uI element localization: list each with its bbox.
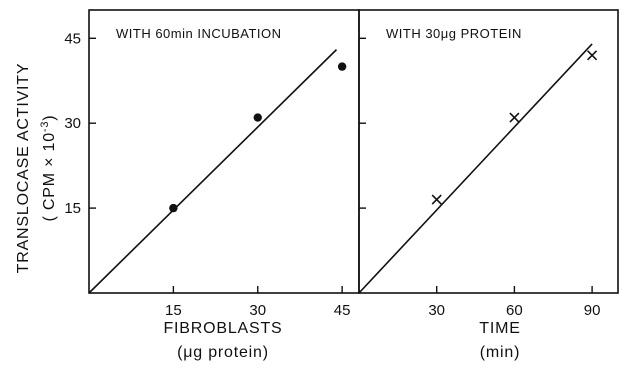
right-x-tick-label: 30 bbox=[428, 302, 445, 319]
right-x-tick-label: 90 bbox=[584, 302, 601, 319]
y-tick-label: 15 bbox=[64, 200, 81, 217]
right-x-axis-label-line1: TIME bbox=[479, 320, 520, 337]
left-x-ticks: 15 30 45 bbox=[165, 286, 350, 319]
left-panel-title: WITH 60min INCUBATION bbox=[116, 26, 282, 41]
left-x-tick-label: 15 bbox=[165, 302, 182, 319]
y-axis-label-line1: TRANSLOCASE ACTIVITY bbox=[15, 63, 32, 274]
right-panel-frame bbox=[358, 9, 619, 294]
left-data-point-2 bbox=[253, 113, 262, 122]
right-data-point-1 bbox=[431, 194, 442, 205]
left-fit-line bbox=[88, 49, 338, 294]
right-x-axis-label-line2: (min) bbox=[480, 344, 520, 361]
left-x-axis-label-line2: (μg protein) bbox=[177, 344, 269, 361]
left-panel-marks bbox=[88, 49, 347, 294]
left-x-tick-label: 30 bbox=[249, 302, 266, 319]
y-axis-label: TRANSLOCASE ACTIVITY ( CPM × 10-3) bbox=[15, 63, 58, 274]
left-x-axis-label-line1: FIBROBLASTS bbox=[163, 320, 282, 337]
right-data-point-2 bbox=[509, 112, 520, 123]
right-fit-line bbox=[358, 43, 593, 294]
right-x-ticks: 30 60 90 bbox=[428, 286, 600, 319]
y-tick-label: 45 bbox=[64, 30, 81, 47]
right-panel-marks bbox=[358, 43, 598, 294]
left-panel-frame bbox=[88, 9, 360, 294]
y-axis-label-line2: ( CPM × 10-3) bbox=[39, 115, 58, 222]
y-ticks: 15 30 45 bbox=[64, 30, 366, 217]
right-x-tick-label: 60 bbox=[506, 302, 523, 319]
right-data-point-3 bbox=[587, 50, 598, 61]
left-x-tick-label: 45 bbox=[334, 302, 351, 319]
right-panel-title: WITH 30μg PROTEIN bbox=[386, 26, 522, 41]
left-data-point-1 bbox=[169, 203, 178, 213]
y-tick-label: 30 bbox=[64, 115, 81, 132]
left-data-point-3 bbox=[337, 62, 347, 71]
